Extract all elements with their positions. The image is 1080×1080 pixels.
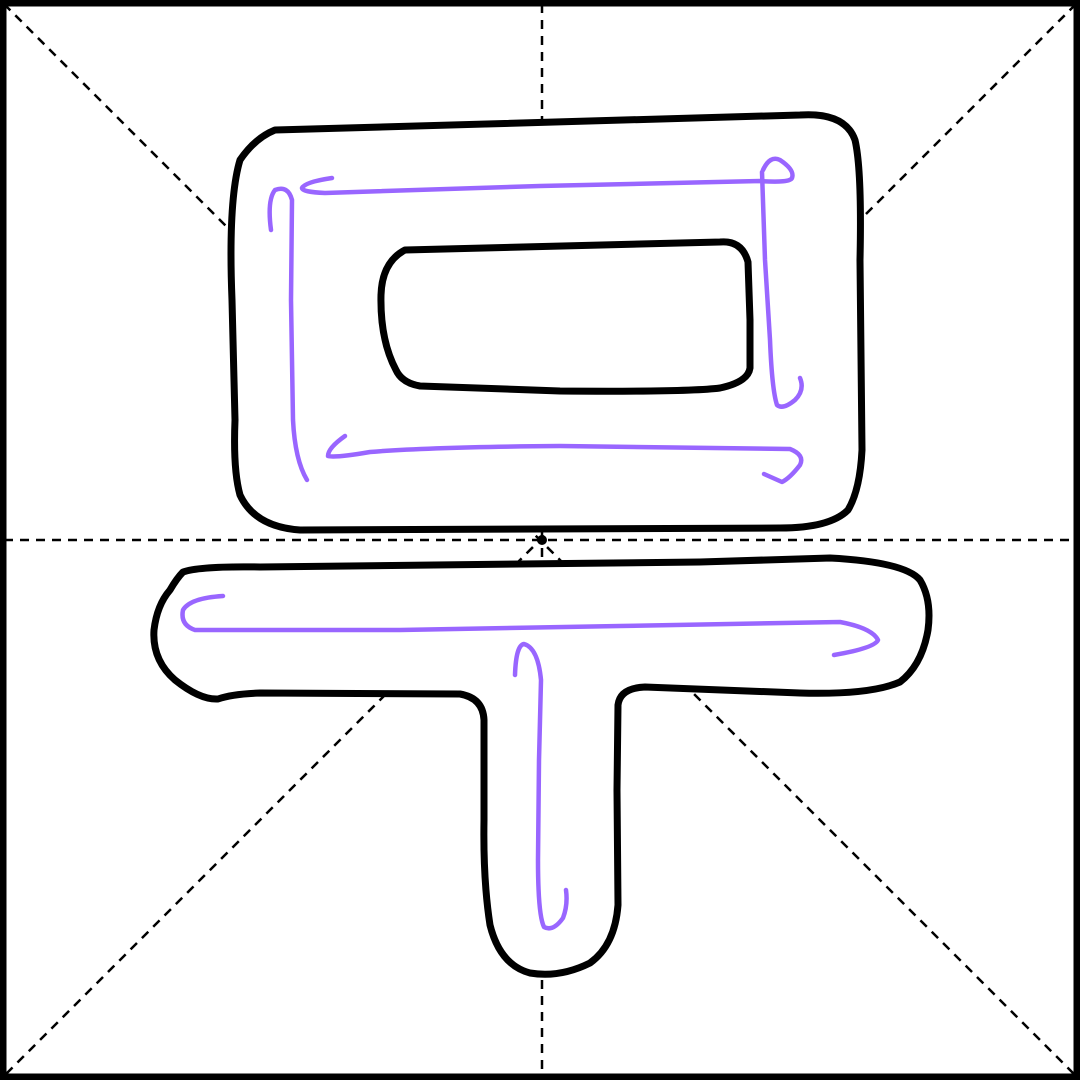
stroke-hint-1-left-vertical xyxy=(267,186,310,483)
stroke-hint-4-bottom-horizontal xyxy=(325,433,804,485)
t-stroke-outline xyxy=(150,554,933,978)
glyph-fill xyxy=(153,114,930,975)
inner-box-outline xyxy=(377,238,754,395)
stroke-hint-6-center-vertical xyxy=(512,641,569,931)
glyph-outline xyxy=(150,111,933,978)
center-marker xyxy=(537,535,547,545)
stroke-hint-2-top-horizontal xyxy=(299,156,795,196)
stroke-hint-3-right-vertical xyxy=(759,169,804,409)
outer-box-outline xyxy=(227,111,866,534)
stroke-hint-5-long-horizontal xyxy=(180,593,881,658)
stroke-hints xyxy=(180,156,881,931)
